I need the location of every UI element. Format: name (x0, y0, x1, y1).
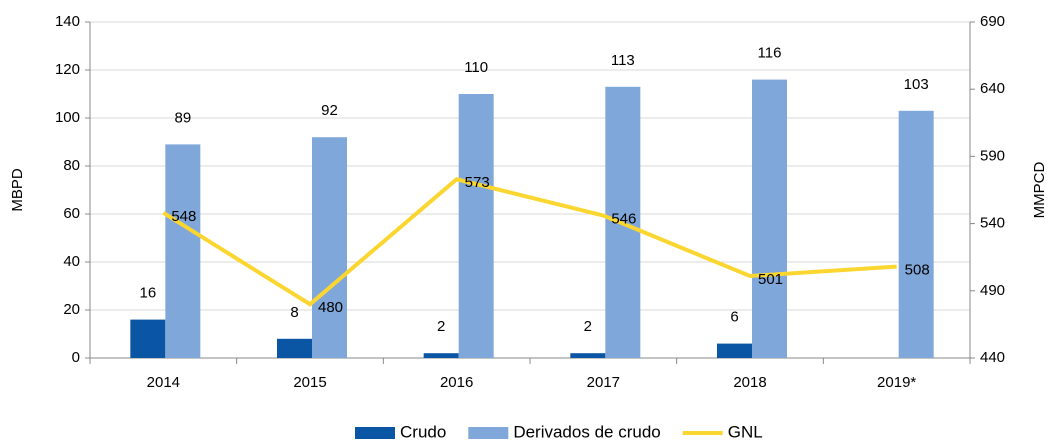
legend-swatch (468, 427, 509, 439)
line-value-label: 548 (171, 208, 196, 225)
y-tick-label: 0 (72, 349, 80, 366)
y-tick-label: 100 (55, 109, 80, 126)
y2-tick-label: 490 (980, 282, 1005, 299)
line-value-label: 501 (758, 271, 783, 288)
bar-value-label: 8 (290, 304, 298, 321)
bar-value-label: 2 (437, 318, 445, 335)
y-axis-label: MBPD (9, 168, 26, 212)
y2-tick-label: 640 (980, 80, 1005, 97)
x-tick-label: 2015 (293, 374, 326, 391)
x-tick-label: 2017 (587, 374, 620, 391)
bar-value-label: 89 (174, 109, 191, 126)
x-tick-label: 2014 (147, 374, 180, 391)
x-tick-label: 2016 (440, 374, 473, 391)
bar-value-label: 116 (758, 45, 782, 62)
bar-value-label: 6 (730, 309, 738, 326)
legend-label: Crudo (400, 422, 446, 441)
y2-tick-label: 690 (980, 13, 1005, 30)
bar (458, 94, 494, 358)
bar-value-label: 16 (139, 285, 156, 302)
y-tick-label: 140 (55, 13, 80, 30)
bar-value-label: 113 (611, 52, 635, 69)
bar-value-label: 92 (321, 102, 338, 119)
bar (423, 353, 459, 358)
line-value-label: 508 (905, 262, 930, 279)
line-value-label: 573 (465, 174, 490, 191)
line (162, 177, 897, 307)
y2-tick-label: 440 (980, 349, 1005, 366)
y-tick-label: 60 (63, 205, 80, 222)
y-tick-label: 20 (63, 301, 80, 318)
bar (570, 353, 606, 358)
bar (717, 343, 752, 358)
bar (898, 110, 934, 358)
x-tick-label: 2019* (877, 374, 916, 391)
legend-label: GNL (728, 422, 763, 441)
legend-label: Derivados de crudo (513, 422, 660, 441)
bar (312, 137, 347, 358)
bar (277, 338, 312, 358)
bar-value-label: 110 (464, 59, 488, 76)
line-value-label: 546 (611, 211, 636, 228)
bar-value-label: 2 (584, 318, 592, 335)
y-tick-label: 80 (63, 157, 80, 174)
y2-axis-label: MMPCD (1031, 162, 1048, 219)
y2-tick-label: 590 (980, 147, 1005, 164)
bar-value-label: 103 (904, 76, 929, 93)
y-tick-label: 120 (55, 61, 80, 78)
x-tick-label: 2018 (733, 374, 766, 391)
y-tick-label: 40 (63, 253, 80, 270)
bar (130, 319, 166, 358)
y2-tick-label: 540 (980, 215, 1005, 232)
legend-swatch (355, 427, 395, 439)
bar (165, 144, 201, 358)
bar (752, 79, 787, 358)
line-value-label: 480 (318, 299, 343, 316)
